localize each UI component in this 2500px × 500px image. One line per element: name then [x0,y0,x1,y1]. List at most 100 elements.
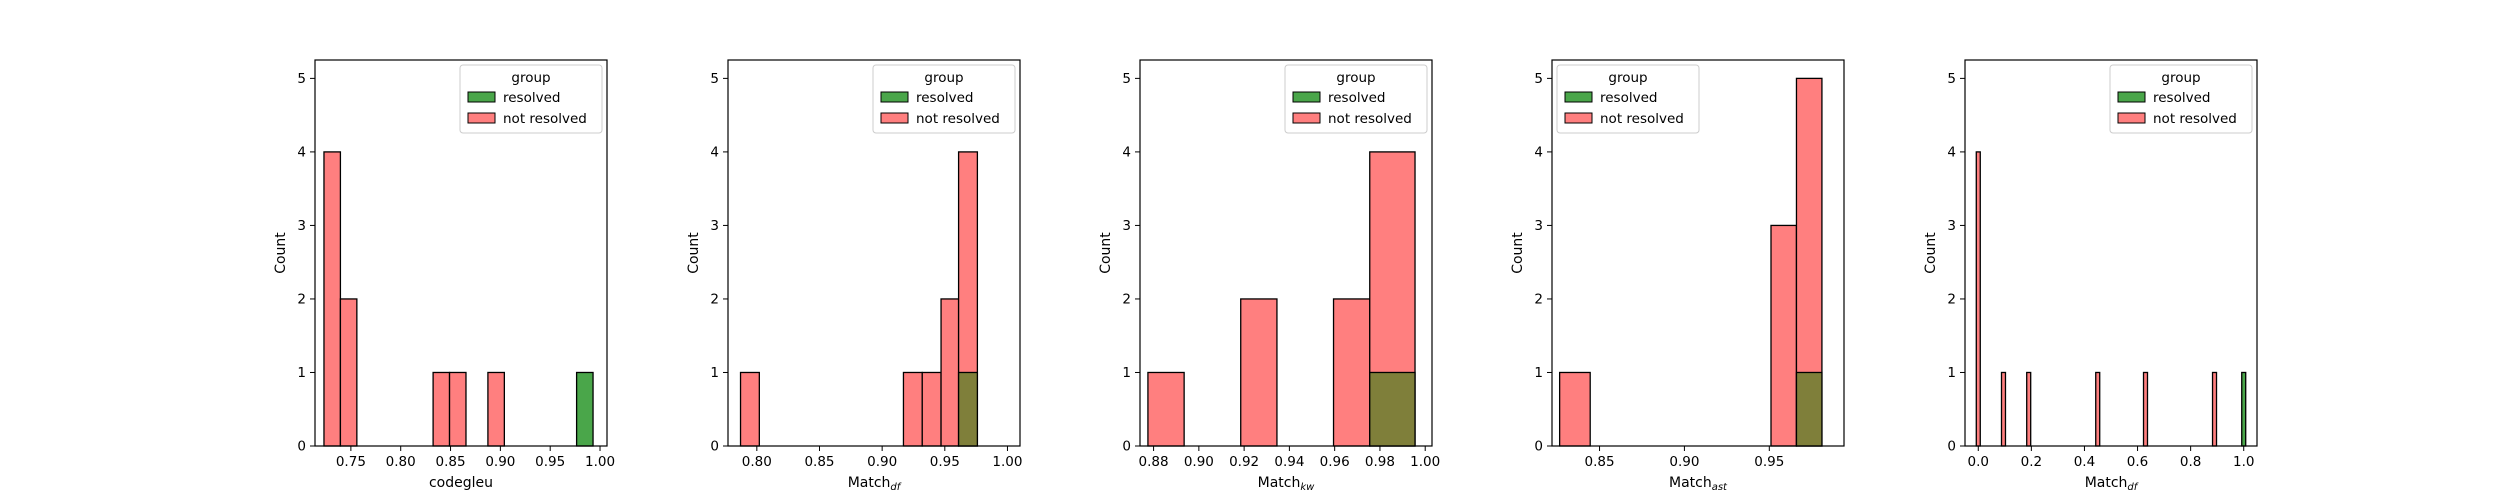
legend-swatch [880,112,909,124]
y-tick-label: 1 [297,365,306,381]
y-axis-label: Count [1923,232,1939,274]
legend-entry-label: not resolved [1328,111,1412,127]
x-tick-label: 0.96 [1320,454,1350,470]
y-axis-label: Count [686,232,702,274]
bar-not-resolved-3 [2026,371,2032,447]
bar-not-resolved-6 [2211,371,2218,447]
plot-frame [727,59,1021,447]
histogram-panel-4: 0 1 2 3 4 5 0.85 0.90 0.95 Count Matchast group reso… [1510,59,1845,493]
legend-entry-label: not resolved [2153,111,2237,127]
y-tick-label: 2 [1534,291,1543,307]
y-tick-label: 1 [1947,365,1956,381]
x-tick-label: 0.95 [535,454,565,470]
legend-swatch [2117,91,2146,103]
plot-frame [1964,59,2258,447]
bar-not-resolved-3 [432,371,451,447]
bar-not-resolved-4 [448,371,467,447]
legend-swatch [1292,91,1321,103]
y-tick-label: 0 [710,439,719,455]
x-tick-label: 1.00 [992,454,1022,470]
histogram-panel-1: 0 1 2 3 4 5 0.75 0.80 0.85 0.90 0.95 1.00 Count codeg… [273,59,615,491]
x-tick-label: 0.85 [1585,454,1615,470]
x-tick-label: 0.6 [2127,454,2148,470]
legend: group resolved not resolved [2109,64,2253,134]
y-tick-label: 1 [1122,365,1131,381]
x-tick-label: 0.90 [1184,454,1214,470]
bar-not-resolved-1 [323,151,342,447]
bar-not-resolved-2 [902,371,923,447]
y-tick-label: 5 [1947,71,1956,87]
x-tick-label: 1.00 [1410,454,1440,470]
legend: group resolved not resolved [872,64,1016,134]
y-tick-label: 5 [1122,71,1131,87]
y-tick-label: 1 [1534,365,1543,381]
bar-not-resolved-2 [339,298,358,447]
bar-not-resolved-1 [1975,151,1981,447]
x-axis-label: Matchast [1669,475,1728,493]
y-tick-label: 0 [297,439,306,455]
legend-swatch [467,112,496,124]
y-tick-label: 4 [710,144,719,160]
legend-title: group [2161,70,2200,86]
y-tick-label: 4 [297,144,306,160]
plot-frame [1139,59,1433,447]
y-tick-label: 4 [1534,144,1543,160]
bar-not-resolved-2 [1240,298,1278,447]
x-tick-label: 0.75 [336,454,366,470]
legend: group resolved not resolved [1284,64,1428,134]
y-tick-label: 2 [297,291,306,307]
bar-not-resolved-2 [2000,371,2007,447]
histogram-panel-3: 0 1 2 3 4 5 0.88 0.90 0.92 0.94 0.96 0.98 1.00 Count M… [1098,59,1440,493]
y-tick-label: 2 [710,291,719,307]
x-tick-label: 0.8 [2180,454,2201,470]
x-axis-label: Matchdf [2085,475,2139,493]
legend-entry-label: resolved [503,90,560,106]
x-tick-label: 0.2 [2021,454,2042,470]
bar-not-resolved-5 [487,371,506,447]
bar-not-resolved-2 [1770,224,1798,447]
legend-entry-label: not resolved [1600,111,1684,127]
legend-title: group [924,70,963,86]
bar-not-resolved-1 [1558,371,1591,447]
x-tick-label: 1.00 [585,454,615,470]
legend-title: group [1608,70,1647,86]
x-axis-label: codegleu [429,475,493,491]
x-tick-label: 0.95 [1754,454,1784,470]
legend-swatch [1564,112,1593,124]
bar-not-resolved-1 [739,371,760,447]
bar-not-resolved-5 [2142,371,2149,447]
x-tick-label: 0.98 [1365,454,1395,470]
y-tick-label: 3 [710,218,719,234]
bar-resolved-6 [575,371,594,447]
x-tick-label: 0.90 [485,454,515,470]
bar-resolved-5 [957,371,979,447]
legend-swatch [467,91,496,103]
y-tick-label: 0 [1534,439,1543,455]
legend-entry-label: not resolved [916,111,1000,127]
legend-entry-label: not resolved [503,111,587,127]
legend: group resolved not resolved [459,64,603,134]
legend-swatch [1564,91,1593,103]
x-tick-label: 0.92 [1229,454,1259,470]
x-tick-label: 0.88 [1139,454,1169,470]
x-tick-label: 0.94 [1274,454,1304,470]
y-tick-label: 5 [1534,71,1543,87]
x-axis-label: Matchkw [1258,475,1316,493]
bar-resolved-4 [1369,371,1416,447]
y-tick-label: 3 [1947,218,1956,234]
histogram-panel-5: 0 1 2 3 4 5 0.0 0.2 0.4 0.6 0.8 1.0 Count Matchdf grou… [1923,59,2258,493]
legend: group resolved not resolved [1556,64,1700,134]
y-tick-label: 5 [297,71,306,87]
y-tick-label: 2 [1122,291,1131,307]
bar-not-resolved-3 [1332,298,1371,447]
histogram-panel-2: 0 1 2 3 4 5 0.80 0.85 0.90 0.95 1.00 Count Matchdf gr… [686,59,1022,493]
legend-swatch [880,91,909,103]
x-tick-label: 0.80 [742,454,772,470]
legend-title: group [511,70,550,86]
y-tick-label: 4 [1947,144,1956,160]
legend-entry-label: resolved [1600,90,1657,106]
x-tick-label: 0.0 [1968,454,1989,470]
y-tick-label: 4 [1122,144,1131,160]
x-tick-label: 0.95 [930,454,960,470]
